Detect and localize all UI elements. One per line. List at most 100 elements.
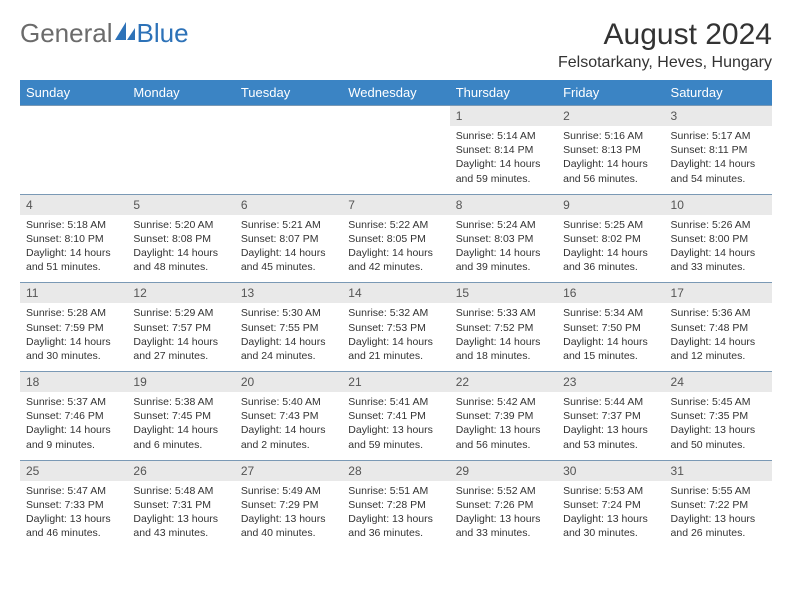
- day-number-cell: 27: [235, 460, 342, 481]
- daylight-text: Daylight: 13 hours and 26 minutes.: [671, 512, 766, 540]
- day-detail-cell: [342, 126, 449, 194]
- sunrise-text: Sunrise: 5:33 AM: [456, 306, 551, 320]
- day-detail-row: Sunrise: 5:18 AMSunset: 8:10 PMDaylight:…: [20, 215, 772, 283]
- day-detail-cell: Sunrise: 5:17 AMSunset: 8:11 PMDaylight:…: [665, 126, 772, 194]
- daylight-text: Daylight: 14 hours and 24 minutes.: [241, 335, 336, 363]
- sunset-text: Sunset: 8:02 PM: [563, 232, 658, 246]
- day-detail-cell: Sunrise: 5:37 AMSunset: 7:46 PMDaylight:…: [20, 392, 127, 460]
- day-detail-cell: Sunrise: 5:29 AMSunset: 7:57 PMDaylight:…: [127, 303, 234, 371]
- sunset-text: Sunset: 7:33 PM: [26, 498, 121, 512]
- sunset-text: Sunset: 7:55 PM: [241, 321, 336, 335]
- day-number-cell: [235, 106, 342, 127]
- day-detail-row: Sunrise: 5:37 AMSunset: 7:46 PMDaylight:…: [20, 392, 772, 460]
- day-detail-cell: Sunrise: 5:41 AMSunset: 7:41 PMDaylight:…: [342, 392, 449, 460]
- day-number-cell: 5: [127, 194, 234, 215]
- day-number-cell: 11: [20, 283, 127, 304]
- sunset-text: Sunset: 7:46 PM: [26, 409, 121, 423]
- title-block: August 2024 Felsotarkany, Heves, Hungary: [558, 18, 772, 72]
- sunrise-text: Sunrise: 5:32 AM: [348, 306, 443, 320]
- daylight-text: Daylight: 14 hours and 56 minutes.: [563, 157, 658, 185]
- day-number-cell: 13: [235, 283, 342, 304]
- sunset-text: Sunset: 7:24 PM: [563, 498, 658, 512]
- calendar-table: Sunday Monday Tuesday Wednesday Thursday…: [20, 80, 772, 549]
- day-number-cell: 6: [235, 194, 342, 215]
- sunrise-text: Sunrise: 5:51 AM: [348, 484, 443, 498]
- day-number-cell: 12: [127, 283, 234, 304]
- day-detail-cell: [20, 126, 127, 194]
- day-number-cell: [127, 106, 234, 127]
- sunset-text: Sunset: 7:37 PM: [563, 409, 658, 423]
- sunset-text: Sunset: 7:22 PM: [671, 498, 766, 512]
- sunset-text: Sunset: 7:53 PM: [348, 321, 443, 335]
- sunset-text: Sunset: 7:48 PM: [671, 321, 766, 335]
- sunset-text: Sunset: 7:41 PM: [348, 409, 443, 423]
- sunrise-text: Sunrise: 5:42 AM: [456, 395, 551, 409]
- day-number-cell: 4: [20, 194, 127, 215]
- sunset-text: Sunset: 7:39 PM: [456, 409, 551, 423]
- daylight-text: Daylight: 13 hours and 30 minutes.: [563, 512, 658, 540]
- sunrise-text: Sunrise: 5:24 AM: [456, 218, 551, 232]
- day-detail-cell: Sunrise: 5:42 AMSunset: 7:39 PMDaylight:…: [450, 392, 557, 460]
- day-number-cell: 21: [342, 372, 449, 393]
- day-detail-cell: Sunrise: 5:21 AMSunset: 8:07 PMDaylight:…: [235, 215, 342, 283]
- day-detail-cell: Sunrise: 5:44 AMSunset: 7:37 PMDaylight:…: [557, 392, 664, 460]
- day-number-row: 18192021222324: [20, 372, 772, 393]
- day-detail-cell: Sunrise: 5:32 AMSunset: 7:53 PMDaylight:…: [342, 303, 449, 371]
- day-detail-cell: Sunrise: 5:40 AMSunset: 7:43 PMDaylight:…: [235, 392, 342, 460]
- sunset-text: Sunset: 7:57 PM: [133, 321, 228, 335]
- sunset-text: Sunset: 7:26 PM: [456, 498, 551, 512]
- daylight-text: Daylight: 13 hours and 59 minutes.: [348, 423, 443, 451]
- daylight-text: Daylight: 14 hours and 15 minutes.: [563, 335, 658, 363]
- location: Felsotarkany, Heves, Hungary: [558, 54, 772, 72]
- daylight-text: Daylight: 14 hours and 51 minutes.: [26, 246, 121, 274]
- day-number-row: 11121314151617: [20, 283, 772, 304]
- day-number-cell: 14: [342, 283, 449, 304]
- sunset-text: Sunset: 7:28 PM: [348, 498, 443, 512]
- sunrise-text: Sunrise: 5:41 AM: [348, 395, 443, 409]
- header: General Blue August 2024 Felsotarkany, H…: [20, 18, 772, 72]
- daylight-text: Daylight: 14 hours and 21 minutes.: [348, 335, 443, 363]
- day-number-cell: 30: [557, 460, 664, 481]
- month-title: August 2024: [558, 18, 772, 52]
- sunset-text: Sunset: 7:52 PM: [456, 321, 551, 335]
- calendar-body: 123Sunrise: 5:14 AMSunset: 8:14 PMDaylig…: [20, 106, 772, 549]
- logo-word2: Blue: [137, 18, 189, 49]
- daylight-text: Daylight: 14 hours and 54 minutes.: [671, 157, 766, 185]
- sunrise-text: Sunrise: 5:21 AM: [241, 218, 336, 232]
- sunrise-text: Sunrise: 5:20 AM: [133, 218, 228, 232]
- day-number-cell: 16: [557, 283, 664, 304]
- sunrise-text: Sunrise: 5:22 AM: [348, 218, 443, 232]
- daylight-text: Daylight: 14 hours and 30 minutes.: [26, 335, 121, 363]
- sunset-text: Sunset: 7:31 PM: [133, 498, 228, 512]
- logo: General Blue: [20, 18, 189, 49]
- day-detail-cell: Sunrise: 5:38 AMSunset: 7:45 PMDaylight:…: [127, 392, 234, 460]
- logo-word1: General: [20, 18, 113, 49]
- sunrise-text: Sunrise: 5:38 AM: [133, 395, 228, 409]
- sunrise-text: Sunrise: 5:55 AM: [671, 484, 766, 498]
- daylight-text: Daylight: 13 hours and 33 minutes.: [456, 512, 551, 540]
- daylight-text: Daylight: 13 hours and 46 minutes.: [26, 512, 121, 540]
- day-detail-cell: Sunrise: 5:51 AMSunset: 7:28 PMDaylight:…: [342, 481, 449, 549]
- day-number-cell: 10: [665, 194, 772, 215]
- sunrise-text: Sunrise: 5:28 AM: [26, 306, 121, 320]
- day-number-cell: [342, 106, 449, 127]
- day-detail-row: Sunrise: 5:47 AMSunset: 7:33 PMDaylight:…: [20, 481, 772, 549]
- day-number-cell: 9: [557, 194, 664, 215]
- day-detail-cell: Sunrise: 5:24 AMSunset: 8:03 PMDaylight:…: [450, 215, 557, 283]
- daylight-text: Daylight: 13 hours and 50 minutes.: [671, 423, 766, 451]
- day-detail-cell: [127, 126, 234, 194]
- sunset-text: Sunset: 8:08 PM: [133, 232, 228, 246]
- daylight-text: Daylight: 14 hours and 36 minutes.: [563, 246, 658, 274]
- weekday-header: Sunday: [20, 80, 127, 106]
- day-number-cell: 18: [20, 372, 127, 393]
- day-detail-cell: Sunrise: 5:34 AMSunset: 7:50 PMDaylight:…: [557, 303, 664, 371]
- sunrise-text: Sunrise: 5:45 AM: [671, 395, 766, 409]
- daylight-text: Daylight: 14 hours and 39 minutes.: [456, 246, 551, 274]
- weekday-header: Wednesday: [342, 80, 449, 106]
- sunset-text: Sunset: 8:13 PM: [563, 143, 658, 157]
- day-detail-cell: Sunrise: 5:49 AMSunset: 7:29 PMDaylight:…: [235, 481, 342, 549]
- day-number-cell: [20, 106, 127, 127]
- weekday-header-row: Sunday Monday Tuesday Wednesday Thursday…: [20, 80, 772, 106]
- sunrise-text: Sunrise: 5:25 AM: [563, 218, 658, 232]
- day-detail-cell: Sunrise: 5:28 AMSunset: 7:59 PMDaylight:…: [20, 303, 127, 371]
